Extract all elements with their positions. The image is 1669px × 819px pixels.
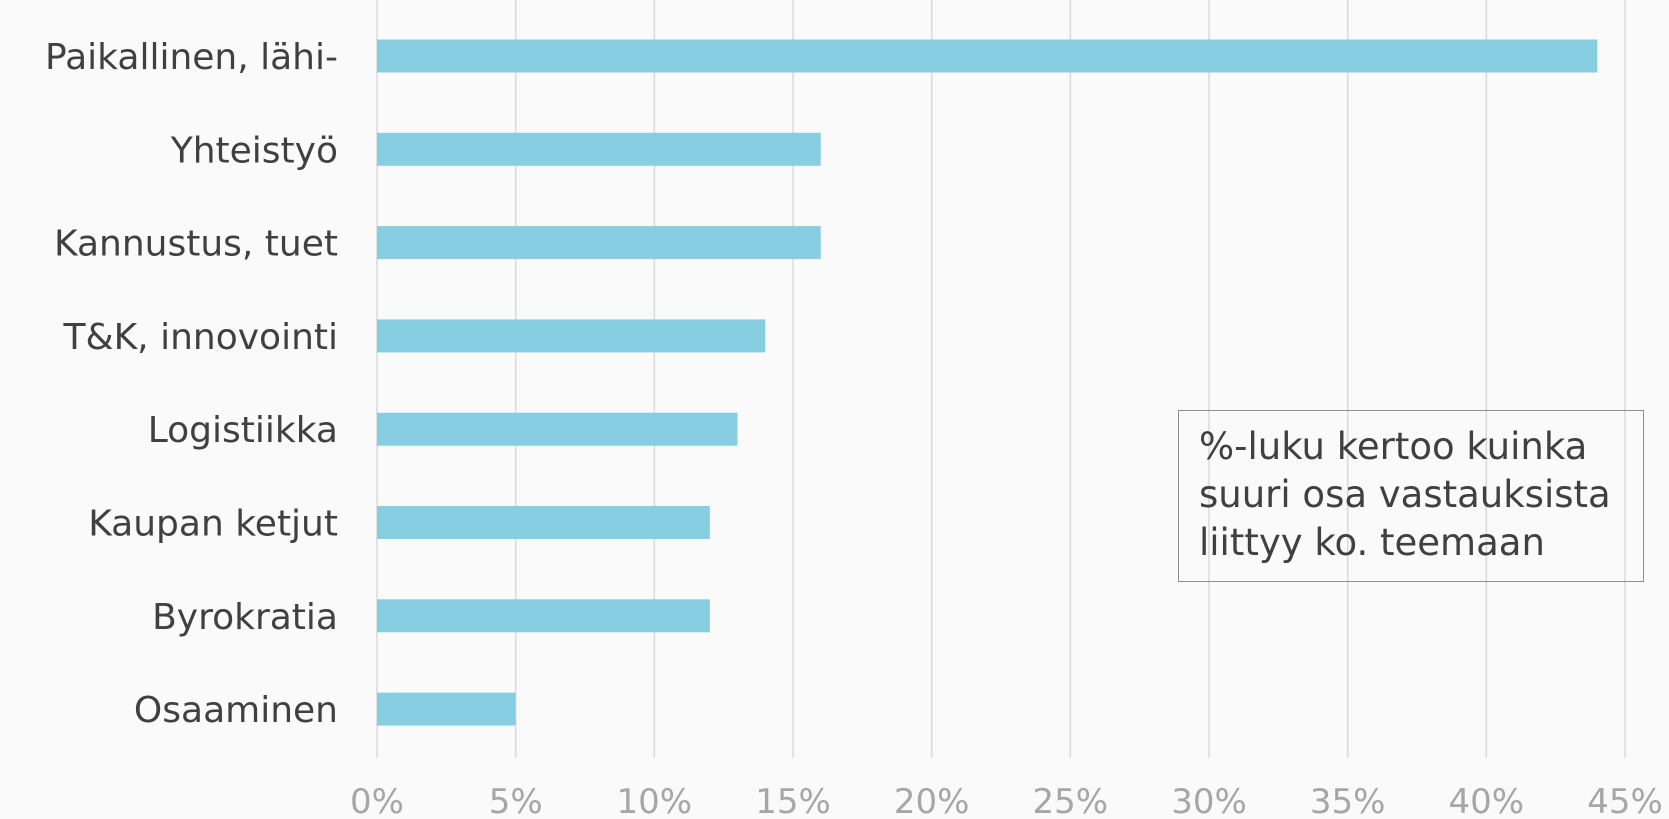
category-label: Kannustus, tuet: [54, 224, 338, 265]
x-tick-label: 0%: [350, 782, 404, 819]
bar: [377, 692, 516, 726]
gridlines: [376, 0, 1626, 758]
category-label: Byrokratia: [152, 597, 338, 638]
annotation-line-1: %-luku kertoo kuinka: [1199, 425, 1588, 468]
category-label: Yhteistyö: [170, 130, 338, 171]
category-labels: Paikallinen, lähi- Yhteistyö Kannustus, tu…: [45, 37, 338, 731]
x-tick-label: 25%: [1033, 782, 1109, 819]
x-tick-label: 15%: [755, 782, 831, 819]
annotation-line-3: liittyy ko. teemaan: [1199, 521, 1545, 564]
x-tick-label: 35%: [1310, 782, 1386, 819]
x-tick-label: 45%: [1587, 782, 1663, 819]
bar: [377, 39, 1598, 73]
category-label: Kaupan ketjut: [88, 504, 338, 545]
x-tick-label: 10%: [617, 782, 693, 819]
x-tick-label: 40%: [1449, 782, 1525, 819]
x-tick-label: 30%: [1171, 782, 1247, 819]
category-label: Logistiikka: [148, 410, 338, 451]
category-label: T&K, innovointi: [63, 317, 338, 358]
x-tick-label: 5%: [489, 782, 543, 819]
bar: [377, 319, 766, 353]
category-label: Osaaminen: [134, 690, 338, 731]
x-tick-label: 20%: [894, 782, 970, 819]
annotation-line-2: suuri osa vastauksista: [1199, 473, 1611, 516]
bar: [377, 599, 710, 633]
bar: [377, 226, 821, 260]
x-axis-tick-labels: 0% 5% 10% 15% 20% 25% 30% 35% 40% 45%: [350, 782, 1663, 819]
bars: [377, 39, 1598, 726]
bar: [377, 132, 821, 166]
annotation-box: %-luku kertoo kuinka suuri osa vastauksi…: [1178, 410, 1644, 582]
category-label: Paikallinen, lähi-: [45, 37, 338, 78]
bar: [377, 506, 710, 539]
bar: [377, 412, 738, 446]
